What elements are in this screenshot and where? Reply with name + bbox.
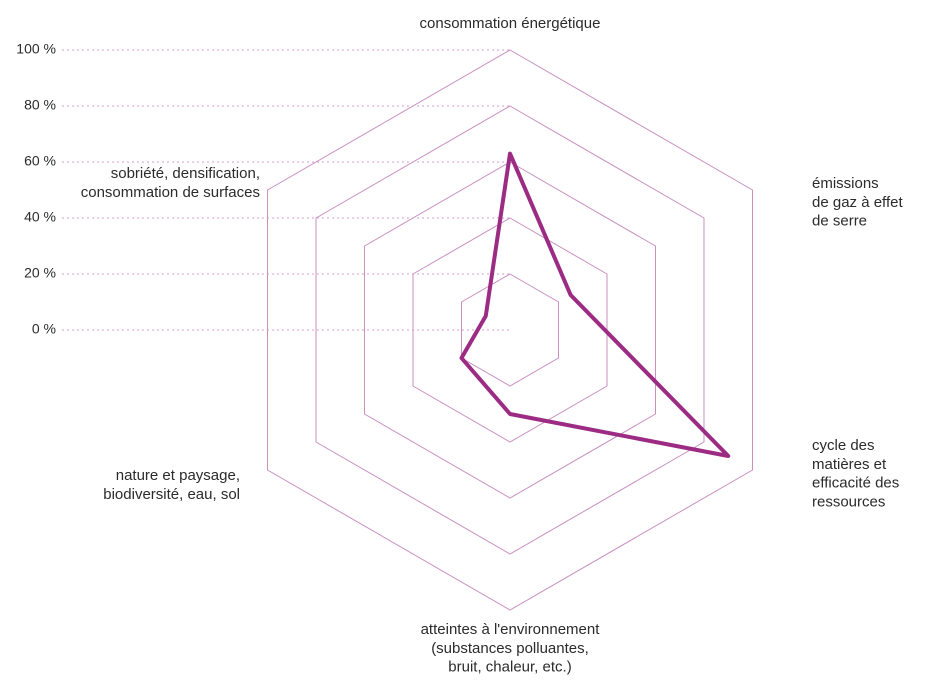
tick-label: 80 % <box>24 97 56 113</box>
data-polygon <box>462 154 729 456</box>
axis-label-materials: cycle desmatières etefficacité desressou… <box>812 437 899 510</box>
radar-chart: 0 % 20 % 40 % 60 % 80 % 100 % consommation éne… <box>0 0 936 696</box>
axis-label-pollution: atteintes à l'environnement(substances p… <box>421 621 601 676</box>
tick-label: 0 % <box>32 321 56 337</box>
axis-label-ghg: émissionsde gaz à effetde serre <box>812 175 903 230</box>
axis-label-energy: consommation énergétique <box>420 15 601 32</box>
tick-label: 20 % <box>24 265 56 281</box>
tick-label: 60 % <box>24 153 56 169</box>
axis-label-nature: nature et paysage,biodiversité, eau, sol <box>103 467 240 503</box>
tick-label: 40 % <box>24 209 56 225</box>
tick-label: 100 % <box>16 41 56 57</box>
axis-label-sobriety: sobriété, densification,consommation de … <box>81 165 260 201</box>
radar-svg: 0 % 20 % 40 % 60 % 80 % 100 % consommation éne… <box>0 0 936 696</box>
